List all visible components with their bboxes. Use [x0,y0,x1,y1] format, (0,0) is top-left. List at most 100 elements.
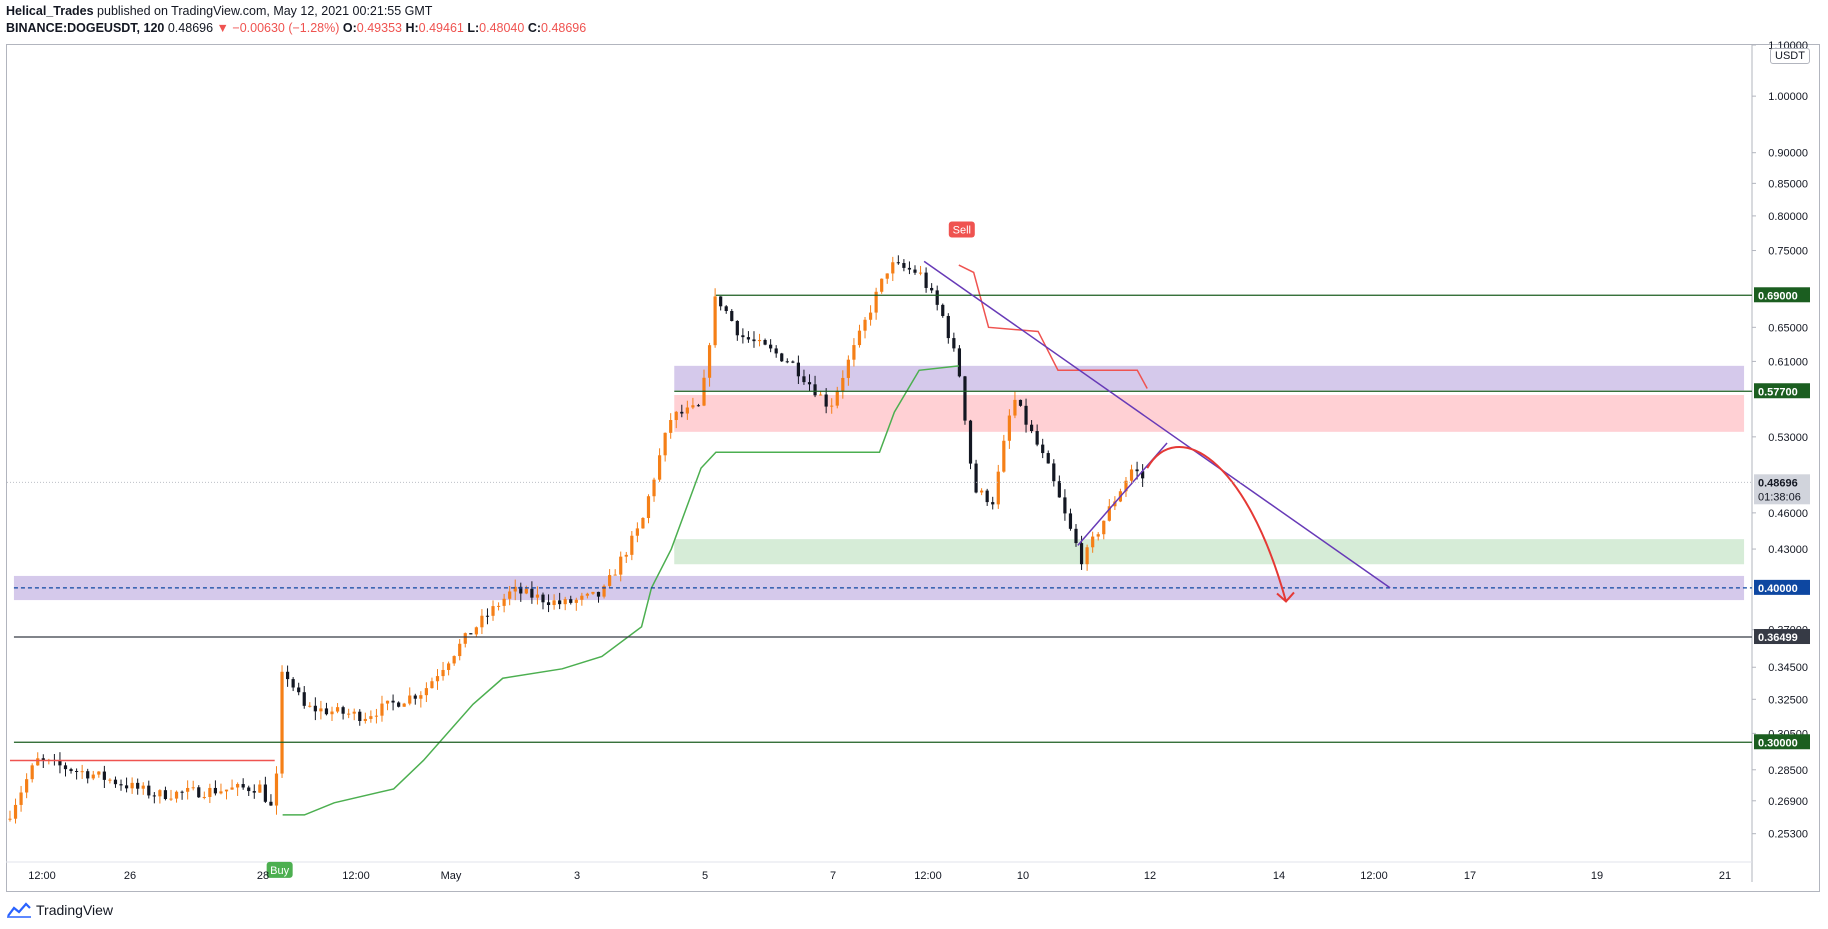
candle-body [213,787,218,794]
candle-body [735,320,739,336]
x-tick-label: 26 [124,870,136,882]
candle-body [163,790,168,800]
candle-body [1018,399,1023,406]
candle-body [374,715,379,717]
candle-body [774,348,778,354]
brand-name: TradingView [36,902,114,918]
candle-body [924,272,928,288]
candle-body [968,420,973,464]
candle-body [830,405,834,407]
candle-body [891,262,895,274]
signal-badge-buy [266,861,293,878]
candle-body [1007,415,1011,441]
candle-body [980,490,984,493]
y-tick-label: 0.53000 [1768,432,1808,444]
supertrend-down-line-2 [958,264,1148,389]
price-label-badge [1754,579,1810,595]
candle-body [147,785,151,796]
candle-body [730,311,734,321]
x-tick-label: 10 [1017,870,1029,882]
open-value: 0.49353 [356,21,402,35]
publish-info: published on TradingView.com, May 12, 20… [97,4,433,18]
candle-body [1057,481,1061,498]
candle-body [402,703,406,707]
candle-body [447,663,451,670]
candle-body [208,787,212,797]
candle-body [874,291,878,313]
candle-body [713,296,717,346]
candle-body [1096,534,1100,537]
candle-body [957,348,962,377]
candle-body [819,394,823,396]
candle-body [580,595,584,600]
candle-body [807,382,812,385]
candle-body [1079,543,1084,565]
candle-body [646,496,651,518]
y-tick-label: 0.90000 [1768,148,1808,160]
candle-body [25,779,29,793]
ohlc-line: BINANCE:DOGEUSDT, 120 0.48696 ▼ −0.00630… [6,20,586,37]
supertrend-up-line [282,365,959,816]
y-tick-label: 1.00000 [1768,91,1808,103]
candle-body [458,643,462,657]
candle-body [274,773,279,806]
candle-body [918,272,923,274]
candle-body [624,554,628,557]
candle-body [347,713,351,715]
candle-body [308,705,312,707]
currency-badge[interactable]: USDT [1770,48,1810,64]
publish-line: Helical_Trades published on TradingView.… [6,3,586,20]
candle-body [796,362,800,377]
candle-body [1085,547,1089,565]
candle-body [585,593,590,596]
candle-body [907,267,912,270]
candle-body [297,687,301,693]
candle-body [752,339,756,342]
x-tick-label: May [441,870,462,882]
x-tick-label: 12 [1144,870,1156,882]
down-arrow-icon: ▼ [216,21,229,35]
candle-body [935,290,939,305]
candle-body [613,574,617,576]
candle-body [535,594,540,598]
candle-body [369,716,373,719]
candle-body [863,319,867,331]
candle-body [491,606,495,616]
open-label: O: [342,21,357,35]
candle-body [385,700,390,704]
candle-body [202,796,206,798]
candle-body [635,528,639,536]
candle-body [530,588,534,598]
candle-body [1107,506,1111,521]
candle-body [80,771,84,773]
candle-body [813,384,817,396]
candle-body [941,304,945,316]
y-tick-label: 0.34500 [1768,662,1808,674]
candle-body [158,790,162,797]
candle-body [857,330,862,346]
price-label-text: 0.69000 [1758,290,1798,302]
price-label-badge [1754,474,1810,505]
candle-body [119,784,123,786]
chart-frame [6,44,1820,892]
candle-body [963,376,967,421]
candle-body [319,708,323,712]
candle-body [63,765,68,770]
author-name[interactable]: Helical_Trades [6,4,94,18]
candle-body [1135,469,1139,472]
candle-body [36,758,40,766]
candle-body [219,791,223,794]
zone-resistance-red [674,394,1745,432]
candle-body [596,591,601,597]
candle-body [136,782,140,789]
candle-body [252,791,256,793]
candle-body [435,676,440,682]
candle-body [791,361,795,363]
candle-body [724,306,728,312]
candle-body [441,669,445,677]
candle-body [496,605,501,607]
candle-body [241,784,245,788]
last-price: 0.48696 [167,21,214,35]
candle-body [197,787,201,798]
